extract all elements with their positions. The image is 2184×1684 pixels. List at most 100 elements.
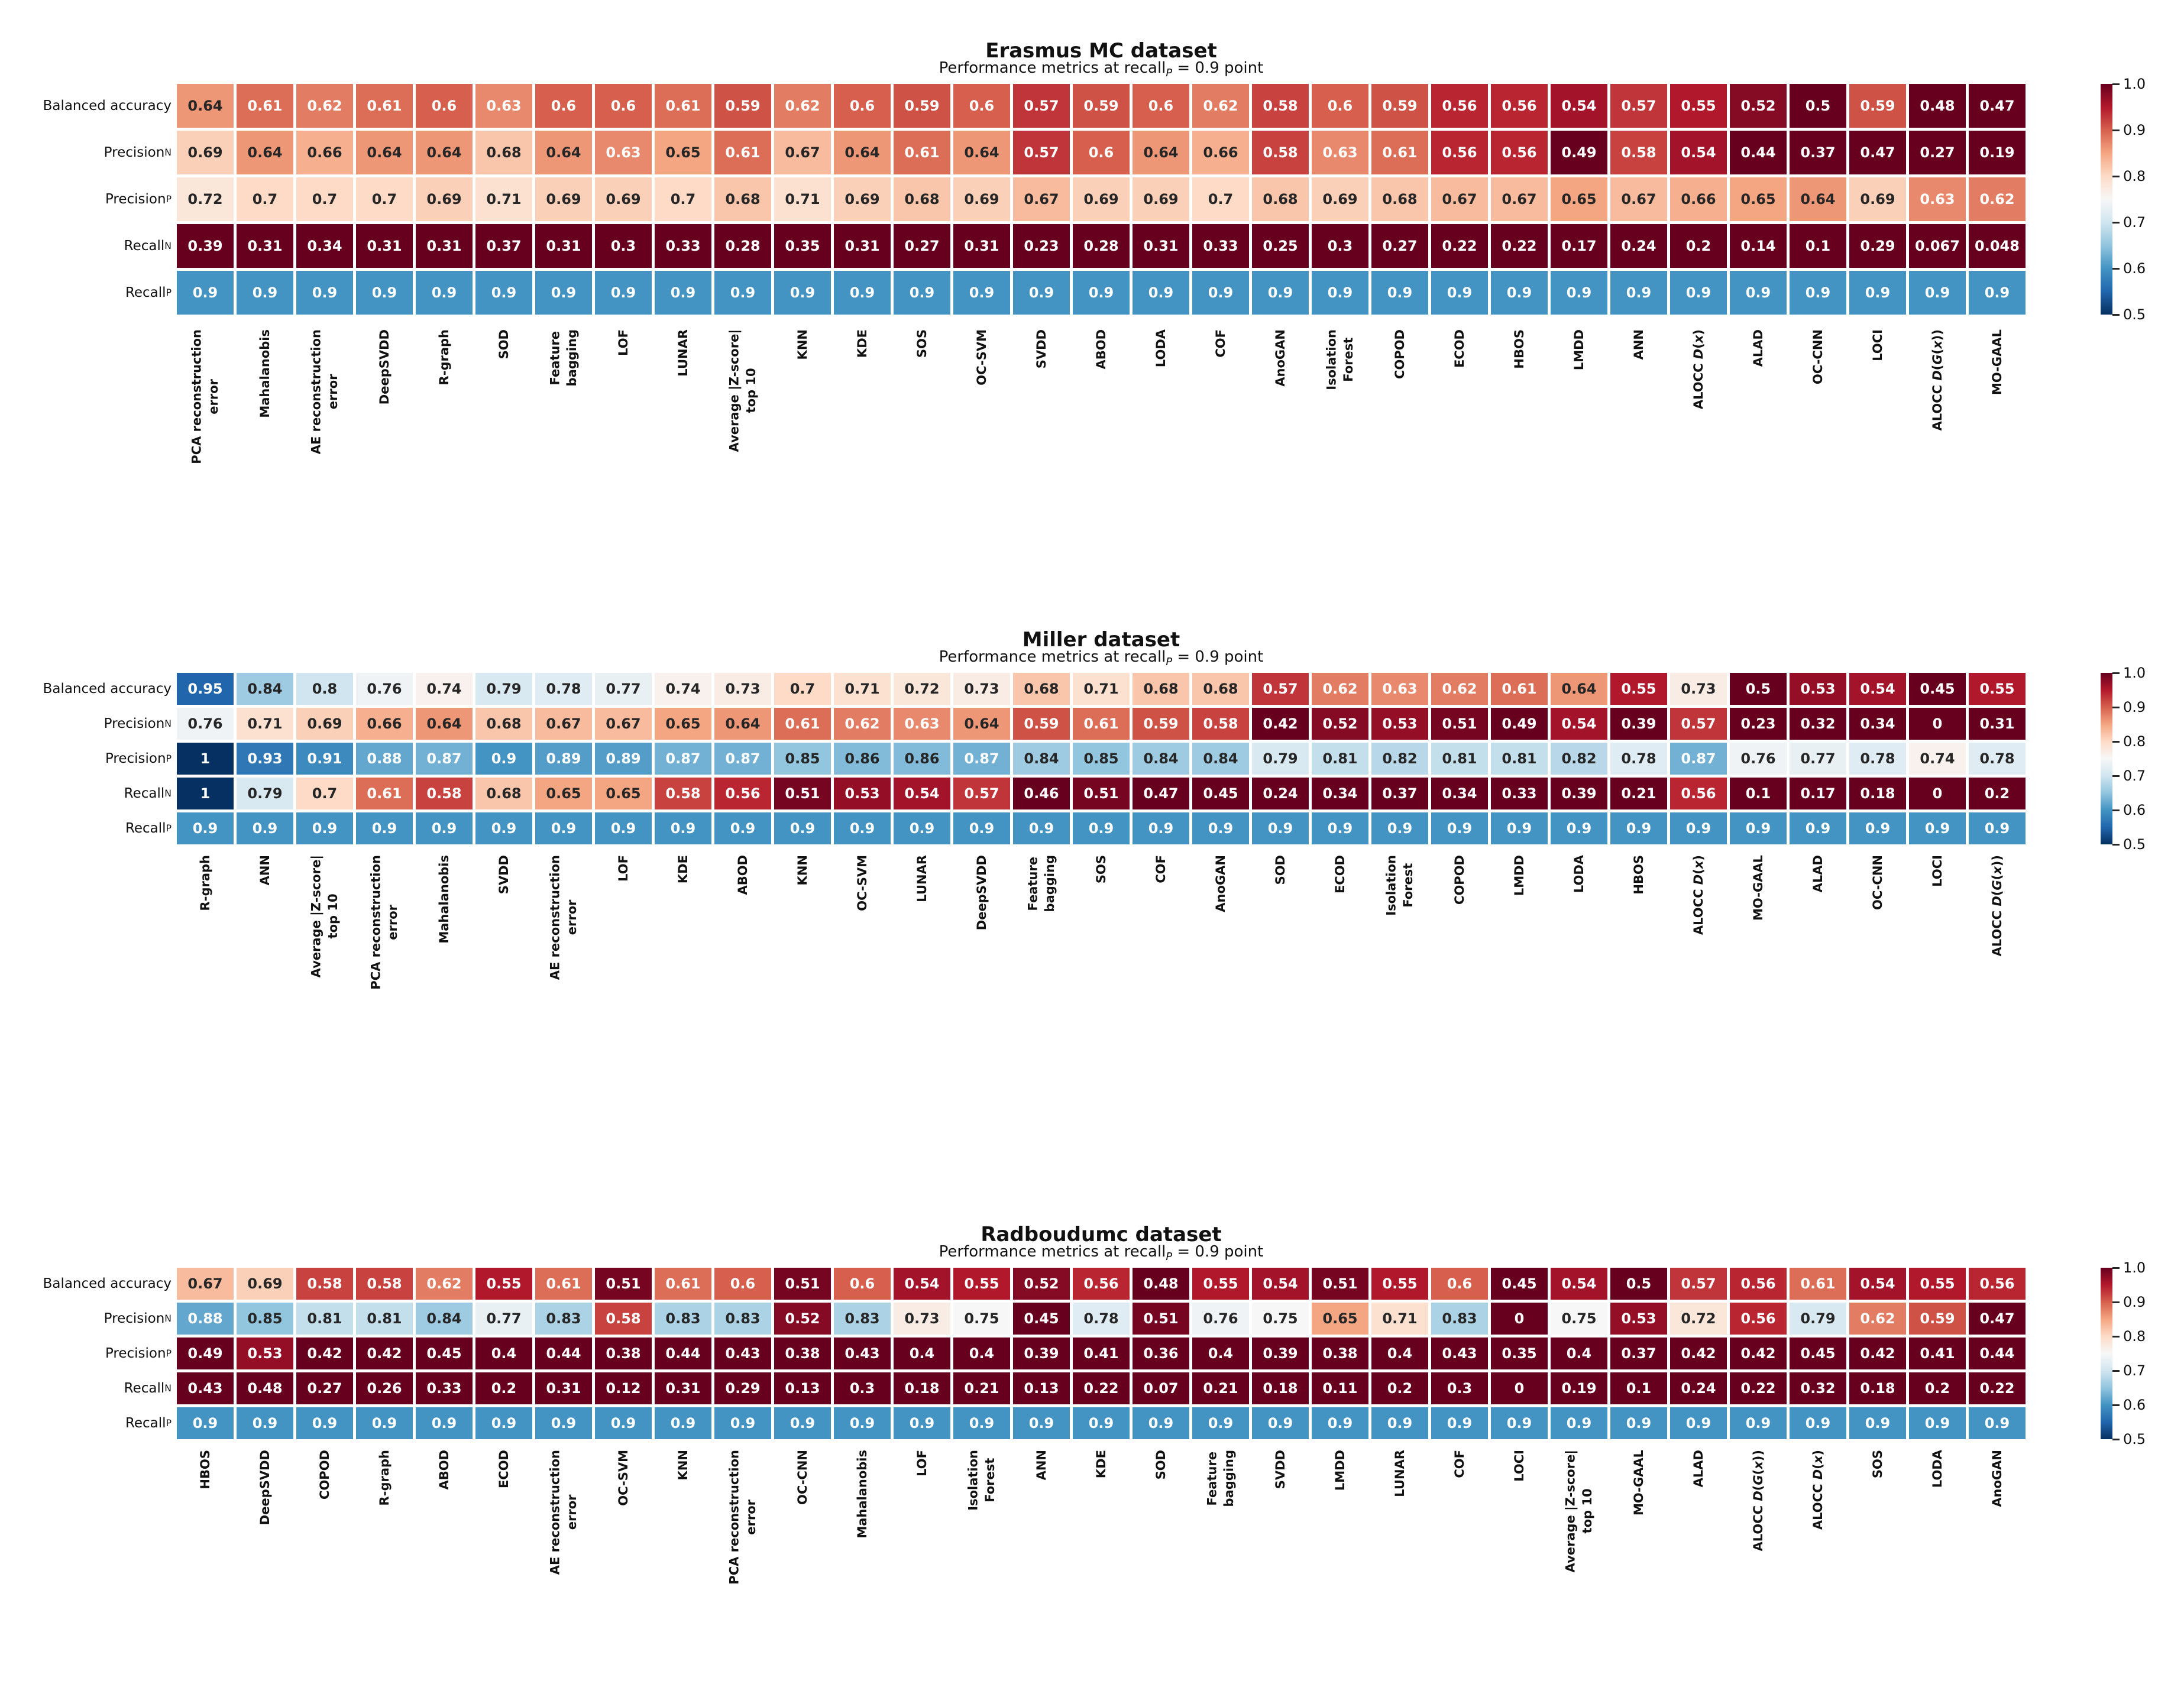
heatmap-cell: 0.52 bbox=[1730, 84, 1787, 128]
heatmap-cell: 0.78 bbox=[1849, 743, 1906, 775]
heatmap-cell: 0.9 bbox=[1192, 1407, 1249, 1439]
heatmap-cell: 0.54 bbox=[1551, 708, 1607, 740]
heatmap-cell: 0.067 bbox=[1909, 224, 1966, 268]
heatmap-cell: 0.84 bbox=[237, 673, 293, 705]
heatmap-cell: 0.45 bbox=[1491, 1268, 1548, 1300]
heatmap-cell: 0.4 bbox=[1371, 1338, 1428, 1369]
heatmap-cell: 0.67 bbox=[1431, 177, 1488, 221]
heatmap-cell: 0.43 bbox=[834, 1338, 891, 1369]
x-axis-label: LMDD bbox=[1571, 329, 1586, 371]
heatmap-cell: 0.76 bbox=[177, 708, 234, 740]
heatmap-cell: 0.53 bbox=[1371, 708, 1428, 740]
heatmap-cell: 0.9 bbox=[1551, 812, 1607, 844]
colorbar-tick bbox=[2112, 1438, 2120, 1440]
heatmap-cell: 0.22 bbox=[1431, 224, 1488, 268]
heatmap-cell: 0.61 bbox=[356, 84, 413, 128]
heatmap-cell: 0.47 bbox=[1133, 778, 1189, 809]
heatmap-cell: 0.64 bbox=[953, 131, 1010, 174]
x-axis-label: ALOCC D(G(x)) bbox=[1751, 1450, 1765, 1552]
heatmap-cell: 0.9 bbox=[296, 1407, 353, 1439]
heatmap-cell: 0.65 bbox=[1312, 1303, 1368, 1335]
x-axis-label: HBOS bbox=[1631, 855, 1646, 895]
x-axis-label: AnoGAN bbox=[1213, 855, 1228, 912]
heatmap-cell: 0.56 bbox=[1431, 131, 1488, 174]
x-axis-label: AE reconstruction error bbox=[548, 1450, 579, 1575]
heatmap-cell: 0.22 bbox=[1491, 224, 1548, 268]
heatmap-cell: 0.38 bbox=[1312, 1338, 1368, 1369]
colorbar-tick-label: 1.0 bbox=[2123, 76, 2146, 92]
heatmap-cell: 0.79 bbox=[1252, 743, 1309, 775]
heatmap-cell: 0.71 bbox=[774, 177, 831, 221]
heatmap-cell: 0.72 bbox=[894, 673, 950, 705]
heatmap-cell: 0.61 bbox=[655, 1268, 711, 1300]
heatmap-cell: 0.48 bbox=[237, 1372, 293, 1404]
colorbar-tick bbox=[2112, 221, 2120, 224]
x-axis-label: AE reconstruction error bbox=[548, 855, 579, 980]
heatmap-cell: 0.62 bbox=[1431, 673, 1488, 705]
heatmap-cell: 0.42 bbox=[1730, 1338, 1787, 1369]
heatmap-cell: 0.5 bbox=[1730, 673, 1787, 705]
x-axis-label: ECOD bbox=[1452, 329, 1467, 368]
heatmap-cell: 0.61 bbox=[774, 708, 831, 740]
colorbar-tick-label: 0.5 bbox=[2123, 836, 2146, 853]
heatmap-cell: 0.37 bbox=[475, 224, 532, 268]
heatmap-cell: 0.85 bbox=[1073, 743, 1130, 775]
heatmap-cell: 0.9 bbox=[1371, 812, 1428, 844]
heatmap-cell: 0.31 bbox=[237, 224, 293, 268]
heatmap-cell: 0.71 bbox=[1371, 1303, 1428, 1335]
x-axis-label: LOF bbox=[914, 1450, 929, 1476]
heatmap-cell: 0.62 bbox=[774, 84, 831, 128]
heatmap-cell: 0.44 bbox=[1730, 131, 1787, 174]
heatmap-cell: 0.3 bbox=[1312, 224, 1368, 268]
heatmap-cell: 0.61 bbox=[714, 131, 771, 174]
heatmap-cell: 0.6 bbox=[834, 84, 891, 128]
x-axis-label: DeepSVDD bbox=[257, 1450, 272, 1526]
heatmap-panel-erasmus: Erasmus MC dataset Performance metrics a… bbox=[0, 0, 2184, 464]
heatmap-cell: 0.21 bbox=[1192, 1372, 1249, 1404]
y-axis-label: Precision N bbox=[103, 716, 172, 731]
panel-title: Miller dataset bbox=[1022, 628, 1180, 652]
heatmap-cell: 0.9 bbox=[1192, 812, 1249, 844]
heatmap-cell: 0.9 bbox=[1849, 812, 1906, 844]
heatmap-cell: 0.14 bbox=[1730, 224, 1787, 268]
colorbar-tick-label: 0.8 bbox=[2123, 733, 2146, 750]
heatmap-cell: 0.55 bbox=[1969, 673, 2026, 705]
heatmap-cell: 0.9 bbox=[834, 812, 891, 844]
panel-title: Erasmus MC dataset bbox=[985, 39, 1217, 63]
heatmap-cell: 0.4 bbox=[1551, 1338, 1607, 1369]
heatmap-grid: 0.67 0.69 0.58 0.58 0.62 0.55 0.61 0.51 0.61 0.6 0… bbox=[177, 1268, 2026, 1439]
heatmap-cell: 0.21 bbox=[953, 1372, 1010, 1404]
heatmap-cell: 0.49 bbox=[1491, 708, 1548, 740]
heatmap-cell: 0.17 bbox=[1551, 224, 1607, 268]
x-axis-label: ALAD bbox=[1691, 1450, 1706, 1488]
heatmap-cell: 0.55 bbox=[1192, 1268, 1249, 1300]
x-axis-label: AnoGAN bbox=[1273, 329, 1287, 387]
heatmap-cell: 0.61 bbox=[535, 1268, 592, 1300]
heatmap-cell: 0.9 bbox=[1730, 1407, 1787, 1439]
heatmap-cell: 0.34 bbox=[1312, 778, 1368, 809]
heatmap-cell: 0.57 bbox=[1610, 84, 1667, 128]
heatmap-cell: 0.47 bbox=[1969, 1303, 2026, 1335]
heatmap-cell: 0.88 bbox=[356, 743, 413, 775]
heatmap-cell: 0.78 bbox=[1073, 1303, 1130, 1335]
heatmap-cell: 0 bbox=[1491, 1372, 1548, 1404]
colorbar-tick bbox=[2112, 775, 2120, 777]
heatmap-cell: 0.58 bbox=[655, 778, 711, 809]
heatmap-cell: 0.76 bbox=[1730, 743, 1787, 775]
y-axis-label: Precision P bbox=[105, 1346, 172, 1361]
heatmap-cell: 0.51 bbox=[1431, 708, 1488, 740]
heatmap-cell: 0.77 bbox=[475, 1303, 532, 1335]
heatmap-cell: 0.9 bbox=[1969, 271, 2026, 315]
heatmap-cell: 0.5 bbox=[1790, 84, 1846, 128]
heatmap-cell: 0.52 bbox=[774, 1303, 831, 1335]
x-axis-label: LOCI bbox=[1512, 1450, 1526, 1482]
heatmap-cell: 0.59 bbox=[714, 84, 771, 128]
heatmap-cell: 0.54 bbox=[1849, 673, 1906, 705]
heatmap-cell: 0.1 bbox=[1730, 778, 1787, 809]
heatmap-cell: 0.9 bbox=[1491, 271, 1548, 315]
heatmap-cell: 0.42 bbox=[1252, 708, 1309, 740]
heatmap-cell: 0.45 bbox=[416, 1338, 473, 1369]
heatmap-cell: 0.9 bbox=[774, 271, 831, 315]
heatmap-cell: 0.9 bbox=[595, 271, 652, 315]
heatmap-cell: 0.67 bbox=[595, 708, 652, 740]
